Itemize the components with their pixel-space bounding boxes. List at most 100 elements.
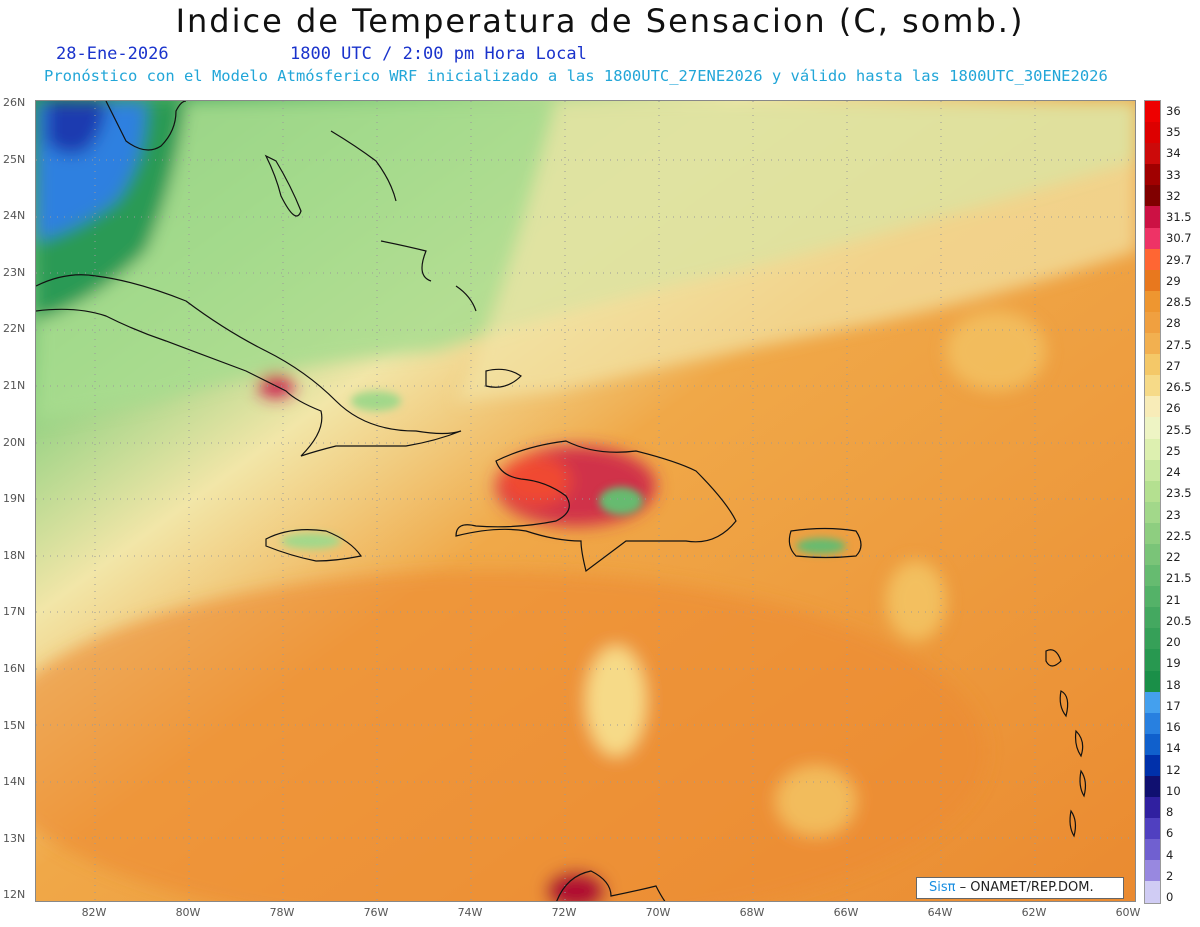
jamaica-green-core <box>281 533 341 549</box>
lon-label: 60W <box>1115 906 1141 919</box>
colorbar-swatch <box>1145 649 1160 671</box>
lat-label: 19N <box>3 492 26 506</box>
lat-label: 14N <box>3 775 26 789</box>
island-green-cores <box>281 391 846 554</box>
colorbar-swatch <box>1145 290 1160 312</box>
lon-label: 76W <box>363 906 389 919</box>
hispaniola-outline <box>455 440 737 573</box>
lat-label: 26N <box>3 96 26 109</box>
colorbar-label: 21.5 <box>1166 571 1192 586</box>
colorbar-swatch <box>1145 839 1160 861</box>
colorbar-label: 32 <box>1166 188 1181 203</box>
lat-label: 21N <box>3 379 26 392</box>
hispaniola-green-core <box>599 487 643 515</box>
colorbar-swatch <box>1145 185 1160 207</box>
colorbar-label: 25 <box>1166 443 1181 458</box>
cuba-outline <box>36 274 462 457</box>
colorbar-label: 26.5 <box>1166 380 1192 395</box>
colorbar-label: 24 <box>1166 465 1181 480</box>
colorbar-swatch <box>1145 164 1160 186</box>
lon-label: 68W <box>739 906 765 919</box>
colorbar-label: 25.5 <box>1166 422 1192 437</box>
colorbar-swatch <box>1145 333 1160 355</box>
colorbar-label: 31.5 <box>1166 210 1192 225</box>
lon-label: 64W <box>927 906 953 919</box>
colorbar-swatch <box>1145 754 1160 776</box>
colorbar-label: 26 <box>1166 401 1181 416</box>
yellow-patch-4 <box>946 311 1046 391</box>
colorbar-swatch <box>1145 206 1160 228</box>
credit-text: – ONAMET/REP.DOM. <box>959 880 1094 895</box>
forecast-date: 28-Ene-2026 <box>56 44 169 64</box>
lat-label: 15N <box>3 718 26 732</box>
colorbar-swatch <box>1145 269 1160 291</box>
colorbar-swatch <box>1145 881 1160 903</box>
colorbar-swatch <box>1145 712 1160 734</box>
colorbar-swatch <box>1145 311 1160 334</box>
colorbar-swatch <box>1145 438 1160 460</box>
colorbar-label: 34 <box>1166 146 1181 161</box>
lesser-antilles-stlucia <box>1074 729 1084 758</box>
colorbar-label: 19 <box>1166 656 1181 671</box>
colorbar <box>1144 100 1161 904</box>
colorbar-swatch <box>1145 396 1160 418</box>
map-title: Indice de Temperatura de Sensacion (C, s… <box>175 2 1025 40</box>
colorbar-label: 22.5 <box>1166 528 1192 543</box>
colorbar-label: 35 <box>1166 125 1181 140</box>
lat-label: 12N <box>3 888 26 902</box>
south-warm-region <box>36 571 986 901</box>
lat-label: 18N <box>3 548 26 562</box>
bahamas-acklins <box>455 285 477 312</box>
colorbar-label: 8 <box>1166 805 1174 820</box>
colorbar-label: 29 <box>1166 273 1181 288</box>
jamaica-outline <box>265 529 362 562</box>
colorbar-label: 33 <box>1166 167 1181 182</box>
colorbar-swatch <box>1145 417 1160 439</box>
florida-outline <box>105 101 187 151</box>
lesser-antilles-grenada <box>1069 809 1077 838</box>
colorbar-swatch <box>1145 375 1160 397</box>
lat-label: 16N <box>3 662 26 675</box>
lon-label: 66W <box>833 906 859 919</box>
colorbar-swatch <box>1145 480 1160 502</box>
colorbar-swatch <box>1145 101 1160 123</box>
colorbar-label: 28.5 <box>1166 295 1192 310</box>
yellow-patch-3 <box>886 561 946 641</box>
credit-brand: Sisπ <box>929 880 956 895</box>
colorbar-label: 18 <box>1166 677 1181 692</box>
lat-label: 20N <box>3 435 26 449</box>
colorbar-label: 0 <box>1166 890 1174 904</box>
colorbar-label: 27.5 <box>1166 337 1192 352</box>
florida-deep-core <box>46 101 106 155</box>
credit-box: Sisπ – ONAMET/REP.DOM. <box>916 877 1124 899</box>
lon-label: 78W <box>269 906 295 919</box>
bahamas-exuma <box>380 240 432 282</box>
colorbar-label: 29.7 <box>1166 252 1192 267</box>
lesser-antilles-martinique <box>1059 690 1069 718</box>
colorbar-swatch <box>1145 143 1160 165</box>
colorbar-label: 14 <box>1166 741 1181 756</box>
colorbar-label: 23 <box>1166 507 1181 522</box>
heat-index-map <box>35 100 1136 902</box>
colorbar-swatch <box>1145 543 1160 566</box>
lon-label: 74W <box>457 906 483 919</box>
colorbar-swatch <box>1145 122 1160 144</box>
lat-label: 23N <box>3 265 26 279</box>
colorbar-label: 21 <box>1166 592 1181 607</box>
colorbar-swatch <box>1145 628 1160 650</box>
lon-label: 70W <box>645 906 671 919</box>
colorbar-label: 30.7 <box>1166 231 1192 246</box>
bahamas-abaco <box>330 130 397 202</box>
lat-label: 25N <box>3 152 26 166</box>
bahamas-andros <box>264 154 302 217</box>
colorbar-label: 20 <box>1166 635 1181 650</box>
colorbar-swatch <box>1145 860 1160 882</box>
lon-label: 82W <box>81 906 107 919</box>
colorbar-swatch <box>1145 776 1160 798</box>
colorbar-label: 16 <box>1166 720 1181 735</box>
colorbar-label: 6 <box>1166 826 1174 841</box>
colorbar-swatch <box>1145 248 1160 270</box>
lon-label: 62W <box>1021 906 1047 919</box>
colorbar-label: 2 <box>1166 868 1174 883</box>
colorbar-swatch <box>1145 670 1160 692</box>
